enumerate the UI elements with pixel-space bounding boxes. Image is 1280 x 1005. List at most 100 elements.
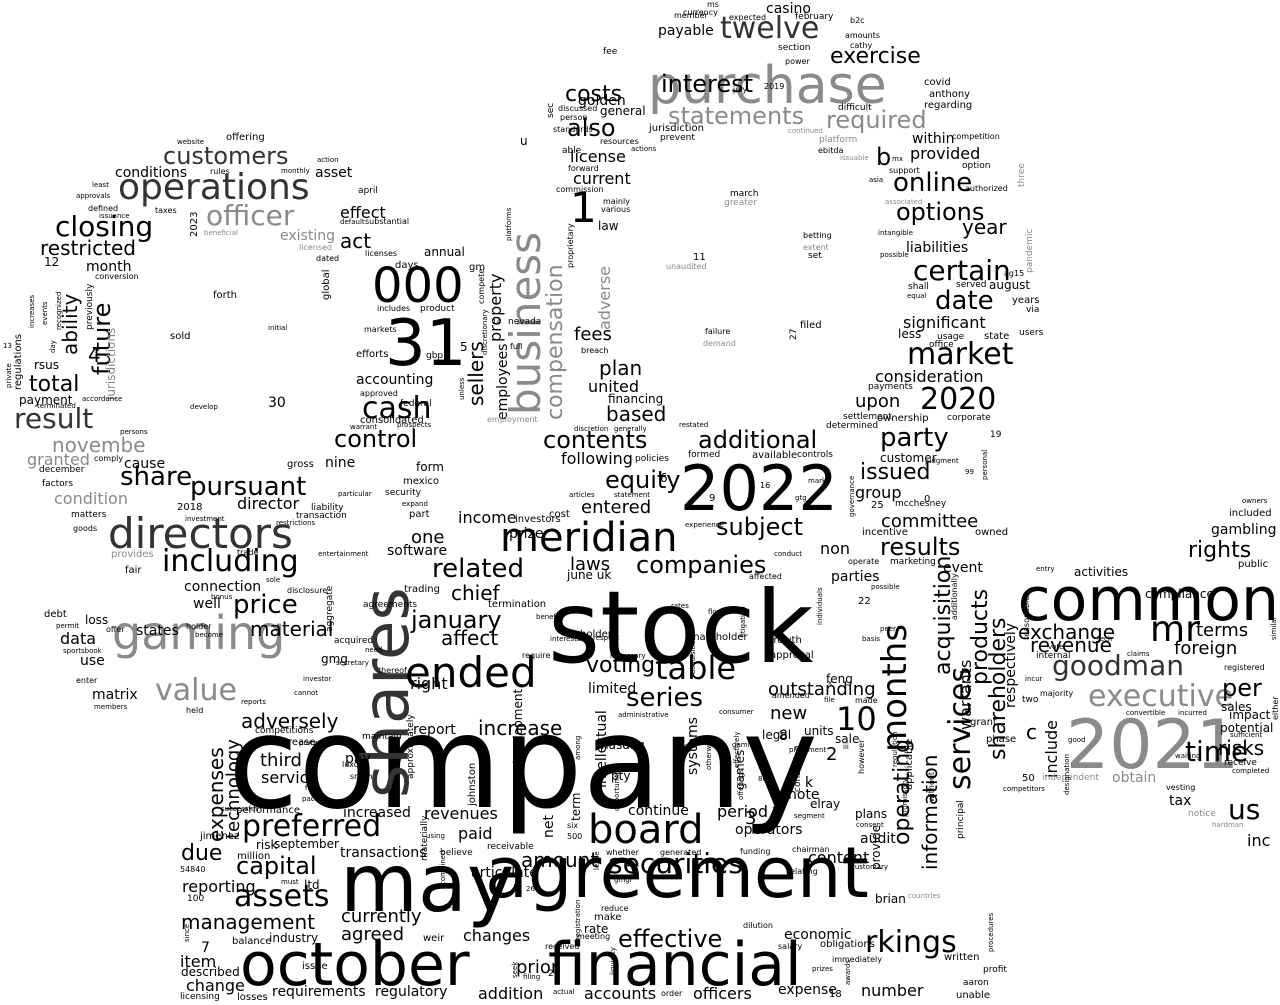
cloud-word: discussed (558, 104, 598, 113)
cloud-word: number (861, 981, 924, 1000)
cloud-word: relating (787, 867, 818, 876)
cloud-word: result (14, 402, 94, 435)
cloud-word: offerings (737, 769, 745, 800)
cloud-word: believe (440, 848, 473, 858)
cloud-word: u (520, 134, 528, 148)
cloud-word: ms (707, 0, 719, 9)
cloud-word: gmgi (614, 876, 632, 884)
cloud-word: company (228, 689, 818, 838)
cloud-word: increases (28, 294, 36, 328)
cloud-word: independent (1042, 773, 1099, 783)
cloud-word: sole (266, 576, 281, 584)
cloud-word: ended (405, 648, 537, 697)
cloud-word: notice (1188, 809, 1216, 819)
cloud-word: cannot (294, 689, 319, 697)
cloud-word: majority (1040, 689, 1074, 698)
cloud-word: sale (835, 732, 860, 746)
cloud-word: extent (803, 243, 829, 252)
cloud-word: filing (523, 973, 541, 981)
cloud-word: profit (983, 965, 1007, 975)
cloud-word: benefit (536, 613, 561, 621)
cloud-word: additionally (950, 573, 959, 620)
cloud-word: part (409, 509, 430, 520)
cloud-word: sec (546, 102, 556, 118)
cloud-word: plan (599, 356, 643, 380)
cloud-word: consumer (719, 708, 754, 716)
cloud-word: 14 (492, 318, 501, 326)
cloud-word: permit (56, 622, 80, 630)
cloud-word: controls (797, 450, 833, 460)
cloud-word: aggregate (325, 585, 335, 632)
cloud-word: investment (185, 515, 225, 523)
cloud-word: august (989, 278, 1031, 292)
cloud-word: including (162, 544, 299, 579)
cloud-word: board (588, 807, 704, 853)
cloud-word: office (929, 340, 954, 350)
cloud-word: consideration (875, 367, 984, 386)
cloud-word: grant (970, 717, 997, 728)
cloud-word: companies (636, 551, 767, 579)
cloud-word: year (962, 215, 1007, 239)
cloud-word: revenue (1030, 633, 1112, 657)
cloud-word: individuals (816, 587, 824, 625)
cloud-word: aaron (963, 978, 989, 988)
cloud-word: corporate (947, 413, 991, 423)
cloud-word: entry (1036, 565, 1055, 573)
cloud-word: sportsbook (63, 647, 102, 655)
cloud-word: technology (223, 739, 244, 839)
cloud-word: customers (163, 142, 289, 170)
cloud-word: person (560, 113, 588, 122)
cloud-word: jurisdictions (104, 327, 118, 400)
cloud-word: 7 (201, 940, 210, 956)
cloud-word: years (1012, 295, 1040, 306)
cloud-word: statements (668, 102, 805, 130)
cloud-word: jimenez (200, 831, 240, 842)
cloud-word: secretary (336, 659, 369, 667)
cloud-word: pay (345, 751, 371, 767)
cloud-word: us (1228, 793, 1261, 826)
cloud-word: made (855, 696, 878, 705)
cloud-word: march (730, 189, 759, 199)
cloud-word: report (413, 722, 456, 738)
cloud-word: gtg (795, 494, 807, 502)
cloud-word: adversely (241, 709, 339, 733)
cloud-word: management (181, 910, 315, 934)
cloud-word: financial (548, 930, 802, 1000)
cloud-word: 29 (772, 806, 784, 816)
cloud-word: customary (851, 863, 889, 871)
cloud-word: regulation (891, 731, 899, 767)
cloud-word: tax (1169, 793, 1192, 809)
cloud-word: opportunities (613, 764, 621, 811)
cloud-word: 3 (745, 808, 757, 829)
cloud-word: iii (843, 743, 849, 751)
cloud-word: property (486, 273, 505, 343)
cloud-word: units (804, 724, 834, 738)
cloud-word: event (943, 560, 983, 576)
cloud-word: provides (111, 549, 154, 560)
cloud-word: however (857, 739, 866, 774)
cloud-word: owners (1242, 497, 1268, 505)
cloud-word: commission (556, 185, 604, 194)
cloud-word: amounts (845, 31, 881, 40)
cloud-word: payment (19, 393, 73, 407)
cloud-word: operate (848, 557, 880, 566)
cloud-word: internal (1036, 651, 1071, 661)
cloud-word: members (94, 703, 128, 711)
cloud-word: security (385, 488, 421, 498)
cloud-word: continue (628, 803, 689, 819)
cloud-word: x (828, 679, 833, 687)
cloud-word: rsus (34, 358, 60, 372)
cloud-word: stock (548, 569, 814, 686)
cloud-word: warrant (350, 423, 378, 431)
cloud-word: time (1185, 735, 1249, 768)
cloud-word: order (661, 989, 683, 998)
cloud-word: settlement (843, 412, 892, 422)
cloud-word: payments (868, 382, 913, 392)
cloud-word: expense (778, 982, 837, 998)
cloud-word: closing (55, 210, 154, 243)
cloud-word: 22 (858, 596, 871, 607)
cloud-word: legal (762, 728, 792, 742)
cloud-word: need (365, 646, 383, 654)
cloud-word: convertible (1126, 709, 1166, 717)
